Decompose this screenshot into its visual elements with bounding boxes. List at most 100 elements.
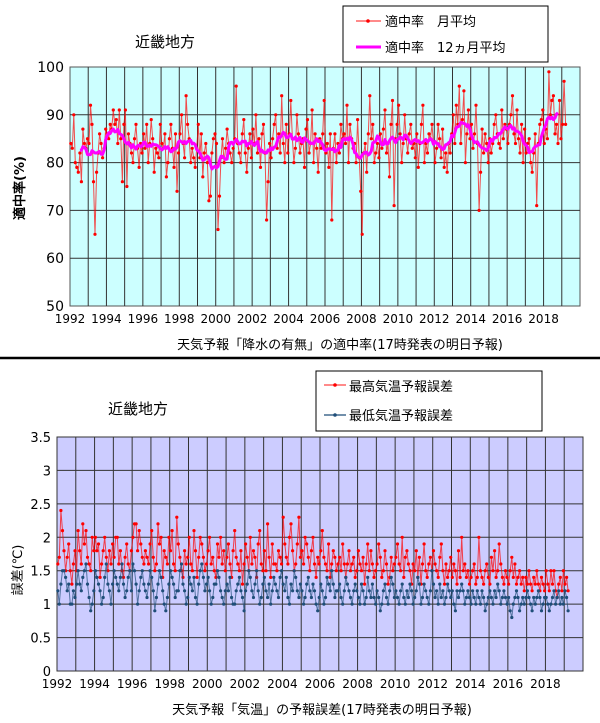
- data-point: [424, 569, 428, 573]
- data-point: [189, 582, 193, 586]
- data-point: [291, 589, 295, 593]
- data-point: [482, 595, 486, 600]
- data-point: [73, 161, 77, 165]
- data-point: [199, 132, 203, 136]
- data-point: [539, 609, 544, 613]
- data-point: [159, 535, 163, 539]
- data-point: [161, 589, 165, 593]
- data-point: [406, 151, 410, 155]
- data-point: [165, 595, 169, 600]
- data-point: [108, 122, 112, 126]
- data-point: [491, 141, 495, 146]
- data-point: [505, 575, 509, 580]
- data-point: [444, 562, 448, 566]
- data-point: [207, 199, 211, 203]
- data-point: [104, 555, 108, 559]
- data-point: [87, 595, 91, 600]
- data-point: [341, 542, 345, 546]
- data-point: [550, 582, 555, 586]
- data-point: [565, 595, 569, 600]
- data-point: [234, 84, 238, 88]
- data-point: [365, 170, 369, 174]
- data-point: [541, 108, 545, 112]
- data-point: [389, 575, 393, 580]
- data-point: [183, 156, 187, 160]
- data-point: [244, 589, 248, 593]
- data-point: [518, 569, 522, 573]
- data-point: [278, 555, 282, 559]
- data-point: [372, 575, 376, 580]
- data-point: [386, 582, 390, 586]
- data-point: [325, 575, 329, 580]
- data-point: [264, 589, 268, 593]
- data-point: [413, 156, 417, 160]
- data-point: [125, 589, 129, 593]
- data-point: [354, 161, 358, 165]
- data-point: [209, 602, 213, 606]
- x-tick-label: 2016: [492, 312, 523, 326]
- data-point: [535, 204, 539, 208]
- data-point: [433, 161, 437, 165]
- data-point: [206, 549, 210, 553]
- data-point: [477, 208, 481, 212]
- data-point: [240, 132, 244, 136]
- data-point: [401, 141, 405, 146]
- data-point: [433, 562, 437, 566]
- data-point: [233, 529, 237, 533]
- data-point: [441, 569, 445, 573]
- data-point: [176, 589, 180, 593]
- data-point: [378, 132, 382, 136]
- data-point: [474, 582, 478, 586]
- data-point: [160, 141, 164, 146]
- data-point: [217, 575, 221, 580]
- data-point: [330, 218, 334, 222]
- data-point: [493, 589, 497, 593]
- data-point: [203, 569, 207, 573]
- data-point: [259, 562, 263, 566]
- data-point: [137, 589, 141, 593]
- x-tick-label: 2012: [417, 677, 448, 691]
- data-point: [96, 542, 101, 546]
- data-point: [442, 582, 447, 586]
- data-point: [230, 161, 234, 165]
- data-point: [378, 555, 382, 559]
- data-point: [163, 132, 167, 136]
- data-point: [403, 555, 407, 559]
- data-point: [415, 132, 419, 136]
- data-point: [405, 549, 409, 553]
- data-point: [383, 108, 387, 112]
- data-point: [460, 118, 464, 122]
- data-point: [364, 595, 368, 600]
- data-point: [166, 161, 170, 165]
- data-point: [515, 108, 519, 112]
- data-point: [84, 529, 88, 533]
- data-point: [342, 589, 346, 593]
- data-point: [513, 562, 517, 566]
- data-point: [465, 132, 469, 136]
- data-point: [518, 151, 522, 155]
- data-point: [76, 569, 80, 573]
- data-point: [343, 141, 348, 146]
- data-point: [397, 602, 401, 606]
- data-point: [416, 575, 420, 580]
- data-point: [261, 569, 265, 573]
- data-point: [482, 151, 486, 155]
- data-point: [220, 595, 224, 600]
- data-point: [187, 575, 191, 580]
- data-point: [496, 569, 500, 573]
- data-point: [69, 141, 73, 146]
- data-point: [363, 141, 367, 146]
- data-point: [292, 161, 296, 165]
- legend-label-min: 最低気温予報誤差: [349, 408, 453, 424]
- data-point: [519, 582, 523, 586]
- data-point: [390, 98, 395, 103]
- data-point: [137, 529, 141, 533]
- data-point: [76, 529, 80, 533]
- data-point: [544, 595, 548, 600]
- data-point: [114, 575, 118, 580]
- data-point: [527, 595, 531, 600]
- data-point: [175, 189, 179, 193]
- data-point: [139, 542, 143, 546]
- data-point: [520, 122, 524, 126]
- data-point: [428, 555, 432, 559]
